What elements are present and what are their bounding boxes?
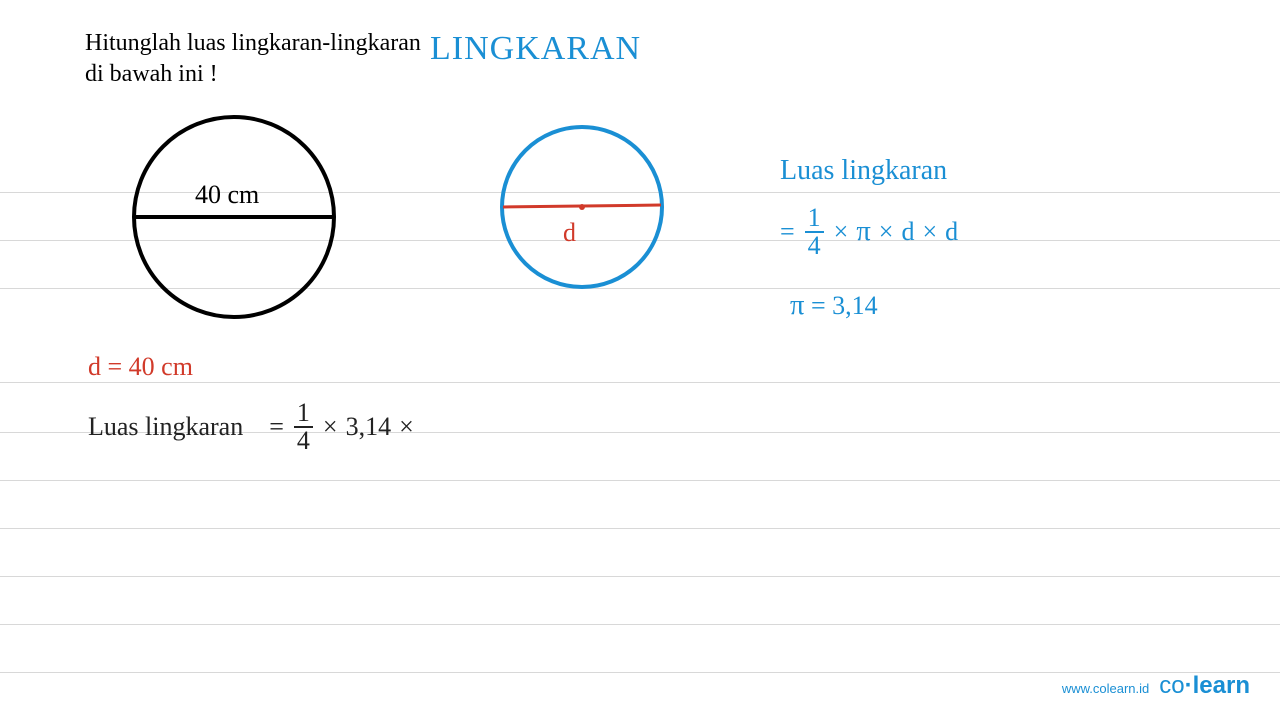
formula-d2: d [945,217,958,247]
question-line2: di bawah ini ! [85,61,218,87]
sketch-circle-diagram [500,115,670,305]
sketch-circle-center-dot [579,204,585,210]
ruled-line [0,480,1280,481]
pi-value-line: π = 3,14 [790,290,878,322]
question-line1: Hitunglah luas lingkaran-lingkaran [85,30,421,56]
watermark: www.colearn.id co·learn [1062,672,1250,700]
ruled-line [0,382,1280,383]
formula-d1: d [901,217,914,247]
formula-times2: × [879,217,894,247]
solution-label: Luas lingkaran [88,412,243,442]
solution-line: Luas lingkaran = 1 4 × 3,14 × [88,400,414,454]
watermark-brand-suffix: learn [1193,672,1250,699]
sketch-circle-svg [500,115,670,300]
printed-circle-svg [120,115,350,325]
ruled-line [0,528,1280,529]
pi-equals-text: = 3,14 [811,291,878,320]
ruled-line [0,576,1280,577]
watermark-brand: co·learn [1159,672,1250,700]
formula-times1: × [834,217,849,247]
formula-times3: × [922,217,937,247]
printed-circle-diagram [120,115,350,330]
solution-equals: = [269,412,284,442]
given-diameter: d = 40 cm [88,352,193,382]
watermark-brand-dot: · [1185,672,1193,699]
printed-circle-label: 40 cm [195,180,259,210]
formula-frac-num: 1 [805,205,824,233]
question-text: Hitunglah luas lingkaran-lingkaran di ba… [85,28,421,90]
formula-pi: π [856,216,870,248]
solution-fraction: 1 4 [294,400,313,454]
pi-symbol: π [790,290,804,321]
solution-times1: × [323,412,338,442]
solution-pi-val: 3,14 [346,412,392,442]
solution-frac-den: 4 [294,428,313,454]
sketch-d-label: d [563,218,576,248]
watermark-brand-prefix: co [1159,672,1184,699]
solution-frac-num: 1 [294,400,313,428]
ruled-line [0,624,1280,625]
formula-equals: = [780,217,795,247]
formula-frac-den: 4 [805,233,824,259]
formula-fraction: 1 4 [805,205,824,259]
formula-title: Luas lingkaran [780,155,947,187]
handwritten-title: LINGKARAN [430,30,641,68]
solution-times2: × [399,412,414,442]
watermark-url: www.colearn.id [1062,681,1149,696]
formula-equation: = 1 4 × π × d × d [780,205,958,259]
